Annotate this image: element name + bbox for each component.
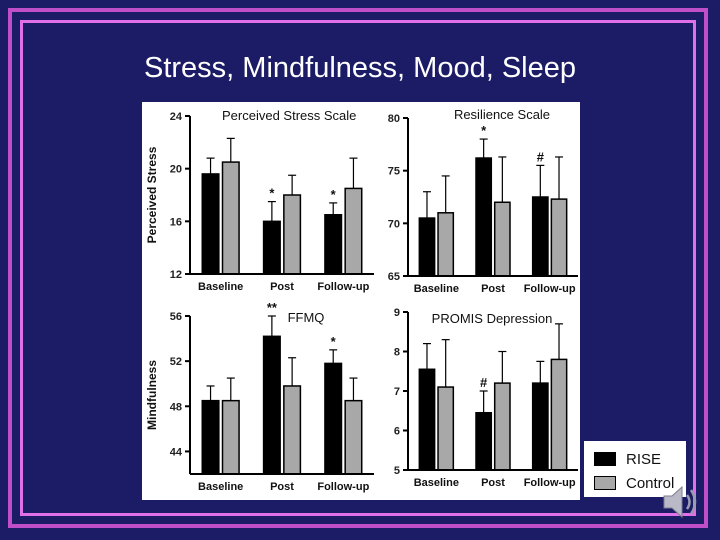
bar-rise [475,411,493,471]
legend-swatch-rise [594,452,616,466]
bar-rise [531,382,549,471]
chart-perceived-stress: Perceived Stress Scale 12 16 20 24 Perceived … [145,108,374,293]
significance-marker: # [537,149,545,164]
y-tick-label: 9 [394,307,400,319]
bar-control [283,194,302,275]
y-tick-label: 6 [394,426,400,438]
significance-marker: * [481,123,487,138]
legend-item-rise: RISE [594,450,661,468]
bar-control [493,382,511,471]
chart-ffmq: FFMQ 44 48 52 56 Mindfulness Baseline ** Post * Fo… [145,300,374,493]
bar-rise [262,335,281,475]
bar-rise [475,157,493,277]
bar-rise [201,173,220,275]
y-axis-label: Perceived Stress [145,146,159,243]
y-tick-label: 65 [388,271,400,283]
chart-title: Resilience Scale [454,107,550,122]
chart-promis-depression: PROMIS Depression56789DepressionBaseline… [363,307,578,489]
chart-title: Perceived Stress Scale [222,108,356,123]
bar-rise [262,220,281,275]
y-axis-label: Mindfulness [145,360,159,430]
panel-ffmq: FFMQ 44 48 52 56 Mindfulness Baseline ** Post * Fo… [142,296,378,500]
bar-control [344,187,363,275]
speaker-icon[interactable] [658,478,708,526]
x-tick-label: Post [481,283,505,295]
bar-control [550,358,568,471]
bar-control [344,399,363,475]
bar-control [493,201,511,277]
chart-title: PROMIS Depression [432,311,553,326]
y-tick-label: 16 [170,216,182,228]
y-tick-label: 7 [394,386,400,398]
x-tick-label: Baseline [198,281,243,293]
slide-frame-outer [8,8,708,528]
bar-control [550,198,568,277]
y-tick-label: 44 [170,446,183,458]
bar-control [221,399,240,475]
legend: RISE Control [584,441,686,497]
slide-frame-inner [20,20,696,516]
panel-resilience: Resilience Scale65707580ResilienceBaseli… [363,102,580,296]
legend-item-control: Control [594,474,674,492]
y-tick-label: 5 [394,465,400,477]
y-tick-label: 52 [170,356,182,368]
chart-title: FFMQ [288,310,325,325]
bar-control [221,161,240,275]
x-tick-label: Post [270,281,294,293]
bar-control [283,385,302,475]
y-tick-label: 12 [170,269,182,281]
legend-label-rise: RISE [626,450,662,468]
bar-control [437,386,455,471]
significance-marker: * [269,186,275,201]
bar-rise [418,368,436,471]
x-tick-label: Follow-up [317,281,369,293]
y-tick-label: 24 [170,111,183,123]
x-tick-label: Follow-up [524,477,576,489]
bar-rise [324,214,343,275]
bar-rise [418,217,436,277]
panel-promis-depression: PROMIS Depression56789DepressionBaseline… [363,296,580,500]
bar-rise [201,399,220,475]
x-tick-label: Baseline [414,477,459,489]
x-tick-label: Post [481,477,505,489]
significance-marker: * [331,334,337,349]
panel-perceived-stress: Perceived Stress Scale 12 16 20 24 Perceived … [142,102,378,296]
bar-rise [531,196,549,277]
legend-label-control: Control [626,474,675,492]
significance-marker: ** [267,300,278,315]
chart-resilience: Resilience Scale65707580ResilienceBaseli… [363,107,578,295]
y-tick-label: 75 [388,166,400,178]
y-tick-label: 56 [170,311,182,323]
significance-marker: * [331,187,337,202]
x-tick-label: Follow-up [524,283,576,295]
y-tick-label: 80 [388,113,400,125]
x-tick-label: Baseline [198,481,243,493]
legend-swatch-control [594,476,616,490]
y-tick-label: 48 [170,401,182,413]
significance-marker: # [480,375,488,390]
x-tick-label: Baseline [414,283,459,295]
bar-rise [324,362,343,475]
y-tick-label: 20 [170,164,182,176]
bar-control [437,212,455,277]
x-tick-label: Follow-up [317,481,369,493]
y-tick-label: 8 [394,347,400,359]
slide-title: Stress, Mindfulness, Mood, Sleep [144,52,576,84]
x-tick-label: Post [270,481,294,493]
y-tick-label: 70 [388,218,400,230]
